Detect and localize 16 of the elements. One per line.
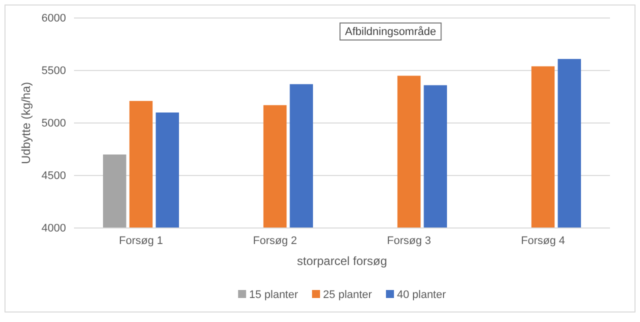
y-tick-label: 4000 [42,222,66,235]
x-tick-label: Forsøg 1 [118,234,164,247]
annotation: Afbildningsområde [345,26,436,38]
legend-label: 15 planter [249,289,298,301]
y-tick-label: 4500 [42,170,66,182]
y-tick-label: 5500 [42,65,66,78]
legend-label: 25 planter [323,289,372,301]
y-tick-label: 6000 [42,12,66,25]
x-axis-title: storparcel forsøg [296,254,388,268]
y-tick-label: 5000 [42,118,66,130]
tooltip-box: Afbildningsområde [340,22,442,40]
x-tick-label: Forsøg 3 [386,234,432,247]
x-tick-label: Forsøg 2 [252,234,298,247]
y-axis-title: Udbytte (kg/ha) [19,82,33,164]
legend-label: 40 planter [396,289,446,301]
x-tick-label: Forsøg 4 [520,234,566,247]
